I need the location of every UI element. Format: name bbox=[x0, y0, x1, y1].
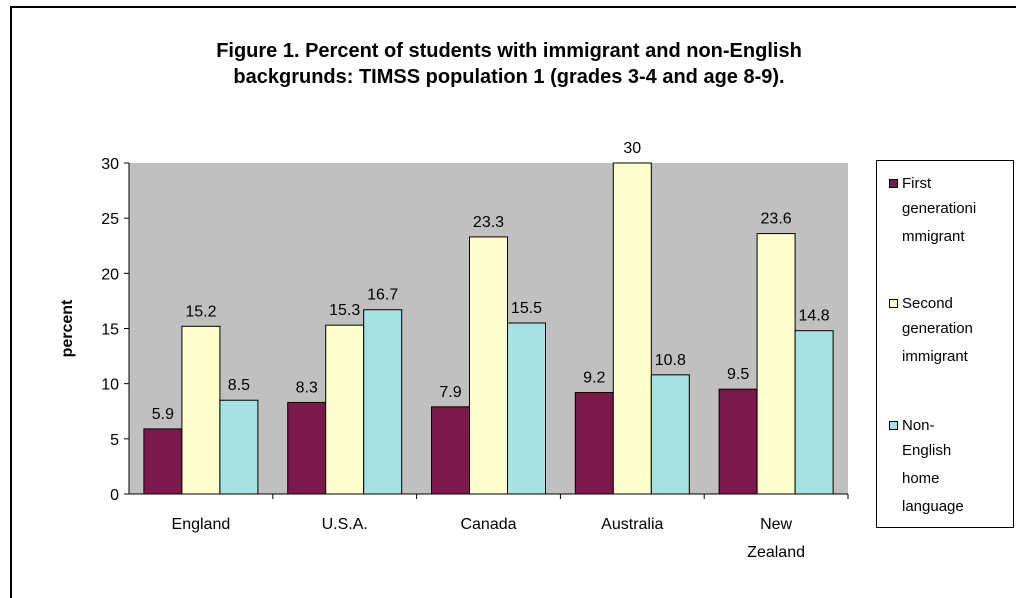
y-tick-label: 30 bbox=[101, 156, 119, 173]
legend-label: Non- English home language bbox=[902, 417, 964, 515]
legend-label: Second generation immigrant bbox=[902, 295, 973, 365]
data-label: 23.3 bbox=[473, 214, 504, 231]
x-tick-label: Australia bbox=[601, 516, 663, 533]
chart-title-line-2: backgrunds: TIMSS population 1 (grades 3… bbox=[233, 66, 785, 88]
x-tick-label: England bbox=[172, 516, 231, 533]
data-label: 8.3 bbox=[296, 379, 318, 396]
bar bbox=[718, 388, 758, 495]
y-tick-label: 20 bbox=[101, 266, 119, 283]
bar bbox=[181, 325, 221, 495]
bar bbox=[431, 406, 470, 495]
x-tick-label: Canada bbox=[460, 516, 516, 533]
bar bbox=[507, 322, 546, 495]
data-label: 30 bbox=[623, 140, 641, 157]
data-label: 15.2 bbox=[185, 303, 216, 320]
bar bbox=[287, 401, 327, 495]
bar bbox=[363, 309, 403, 495]
data-label: 9.2 bbox=[583, 369, 605, 386]
data-label: 23.6 bbox=[761, 211, 792, 228]
y-tick-label: 5 bbox=[110, 432, 119, 449]
data-label: 7.9 bbox=[439, 384, 461, 401]
chart-legend: First generationi mmigrant Second generation… bbox=[876, 160, 1014, 528]
bar bbox=[219, 399, 259, 495]
bar bbox=[650, 374, 690, 495]
legend-swatch bbox=[889, 179, 898, 188]
bar bbox=[143, 428, 183, 495]
y-tick-label: 25 bbox=[101, 211, 119, 228]
data-label: 15.3 bbox=[329, 302, 360, 319]
bar bbox=[574, 391, 614, 495]
data-label: 9.5 bbox=[727, 366, 749, 383]
x-tick-label: U.S.A. bbox=[322, 516, 368, 533]
data-label: 16.7 bbox=[367, 287, 398, 304]
bar bbox=[756, 233, 796, 495]
chart-title-line-1: Figure 1. Percent of students with immig… bbox=[216, 40, 802, 62]
x-tick-label: Zealand bbox=[747, 544, 805, 561]
bar bbox=[612, 162, 652, 495]
legend-swatch bbox=[889, 299, 898, 308]
y-tick-label: 0 bbox=[110, 487, 119, 504]
y-tick-label: 15 bbox=[101, 322, 119, 339]
data-label: 8.5 bbox=[228, 377, 250, 394]
data-label: 5.9 bbox=[152, 406, 174, 423]
bar bbox=[794, 330, 834, 495]
bar bbox=[469, 236, 508, 495]
legend-swatch bbox=[889, 421, 898, 430]
data-label: 14.8 bbox=[799, 308, 830, 325]
y-axis-label: percent bbox=[59, 299, 76, 357]
bar bbox=[325, 324, 365, 495]
data-label: 15.5 bbox=[511, 300, 542, 317]
chart-title: Figure 1. Percent of students with immig… bbox=[0, 38, 1018, 90]
x-tick-label: New bbox=[760, 516, 792, 533]
data-label: 10.8 bbox=[655, 352, 686, 369]
y-tick-label: 10 bbox=[101, 377, 119, 394]
legend-label: First generationi mmigrant bbox=[902, 175, 977, 245]
